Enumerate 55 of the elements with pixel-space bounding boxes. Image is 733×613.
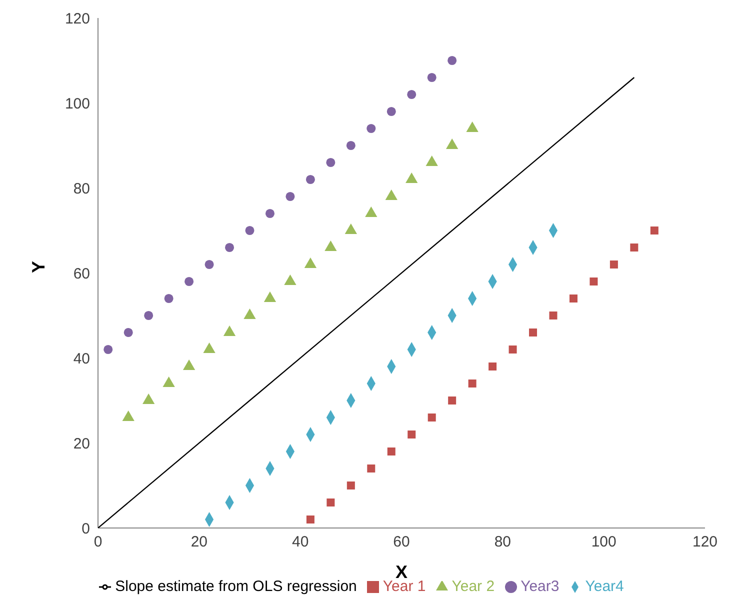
x-tick-label: 120 <box>692 534 718 551</box>
point <box>529 328 538 336</box>
point <box>204 260 214 270</box>
point <box>184 276 194 286</box>
point <box>366 124 376 134</box>
y-tick-label: 20 <box>73 435 90 452</box>
point <box>448 396 456 404</box>
point <box>326 498 335 506</box>
point <box>225 242 234 252</box>
point <box>408 430 416 438</box>
point <box>427 72 436 82</box>
point <box>630 244 638 252</box>
point <box>124 328 133 338</box>
y-tick-label: 100 <box>64 95 90 112</box>
legend-label: Year 2 <box>452 578 495 595</box>
point <box>346 140 356 150</box>
point <box>468 380 476 388</box>
point <box>569 294 578 302</box>
point <box>407 90 416 100</box>
x-tick-label: 20 <box>190 534 208 551</box>
point <box>104 344 113 354</box>
point <box>346 482 355 490</box>
y-tick-label: 120 <box>64 10 90 28</box>
y-tick-label: 60 <box>73 265 90 282</box>
point <box>164 294 174 304</box>
legend-label: Year3 <box>520 578 560 595</box>
y-tick-label: 40 <box>73 350 90 368</box>
point <box>144 310 154 320</box>
point <box>590 278 598 286</box>
point <box>488 362 497 370</box>
legend-label: Year4 <box>585 578 624 595</box>
point <box>245 226 254 236</box>
x-tick-label: 40 <box>292 534 309 551</box>
point <box>428 414 436 422</box>
point <box>265 208 274 218</box>
point <box>650 226 658 234</box>
x-tick-label: 100 <box>591 534 616 551</box>
point <box>286 192 295 202</box>
point <box>387 448 396 456</box>
point <box>367 464 376 472</box>
point <box>549 312 558 320</box>
point <box>448 56 457 66</box>
y-tick-label: 0 <box>82 520 90 538</box>
point <box>508 346 517 354</box>
legend-label: Slope estimate from OLS regression <box>115 578 357 595</box>
x-tick-label: 0 <box>94 534 102 551</box>
x-tick-label: 60 <box>393 534 410 551</box>
point <box>610 260 618 268</box>
point <box>326 158 336 168</box>
x-tick-label: 80 <box>494 534 512 551</box>
point <box>306 174 315 184</box>
y-tick-label: 80 <box>73 180 90 198</box>
y-axis-title: Y <box>28 260 48 273</box>
point <box>306 516 314 524</box>
point <box>386 106 396 116</box>
